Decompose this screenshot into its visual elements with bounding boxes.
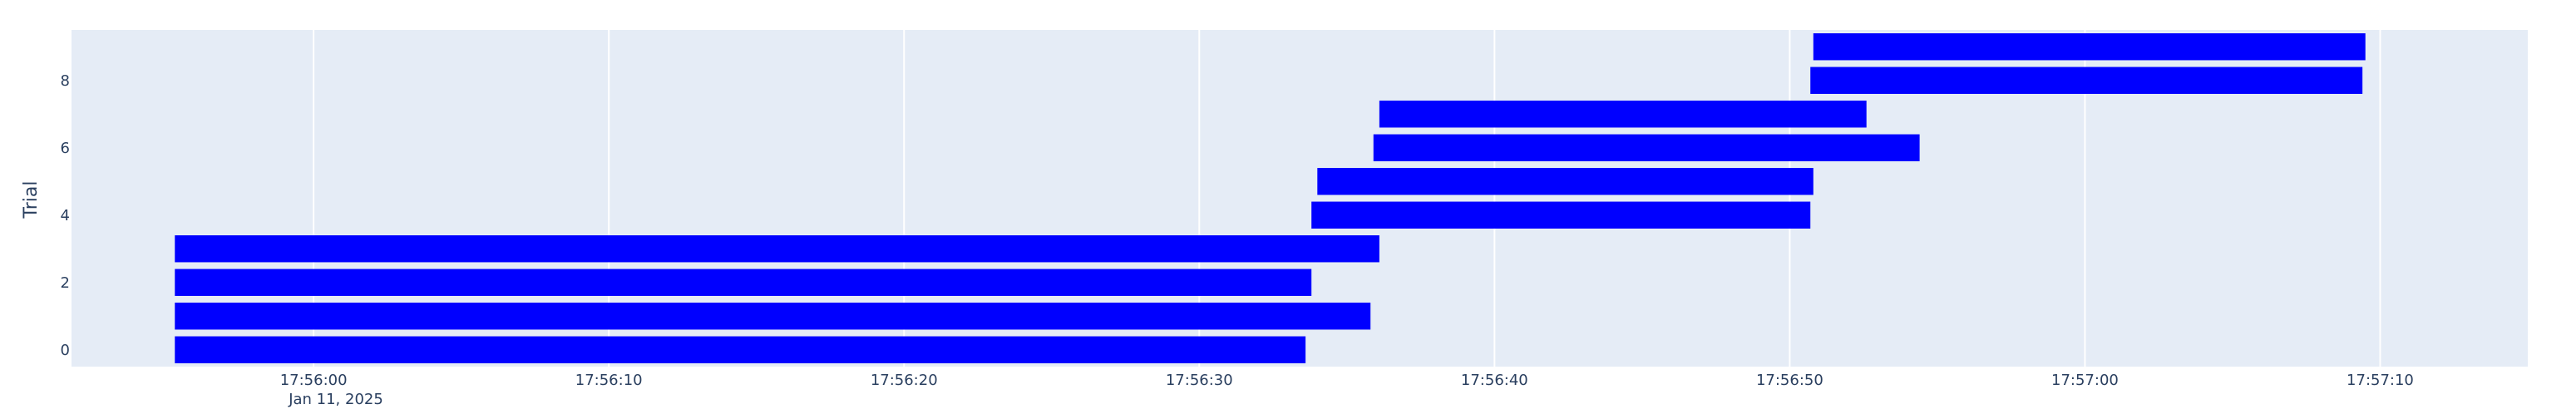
trial-bar xyxy=(175,269,1312,296)
trial-bar xyxy=(1317,168,1814,195)
y-tick-label: 8 xyxy=(61,72,70,90)
gridlines xyxy=(313,30,2381,367)
y-tick-label: 4 xyxy=(61,207,70,224)
trial-bar xyxy=(1813,33,2366,61)
trial-bar xyxy=(175,303,1371,330)
trial-bar xyxy=(175,336,1306,363)
x-tick-label: 17:56:10 xyxy=(575,372,643,389)
x-tick-label: 17:56:30 xyxy=(1166,372,1233,389)
x-axis-ticks: 17:56:00 17:56:10 17:56:20 17:56:30 17:56:40… xyxy=(280,372,2414,389)
x-tick-label: 17:56:20 xyxy=(871,372,938,389)
trial-bar xyxy=(175,235,1379,263)
x-tick-label: 17:56:50 xyxy=(1756,372,1823,389)
trial-bar xyxy=(1373,134,1920,161)
y-tick-label: 0 xyxy=(61,342,70,359)
y-tick-label: 6 xyxy=(61,140,70,157)
trial-bar xyxy=(1810,67,2363,94)
trial-bar xyxy=(1311,201,1811,229)
bars-layer xyxy=(175,33,2366,363)
x-axis-date-label: Jan 11, 2025 xyxy=(288,391,383,408)
y-axis-title: Trial xyxy=(21,181,42,219)
x-tick-label: 17:56:40 xyxy=(1461,372,1528,389)
y-tick-label: 2 xyxy=(61,274,70,292)
trial-bar xyxy=(1379,101,1867,128)
x-tick-label: 17:56:00 xyxy=(280,372,348,389)
x-tick-label: 17:57:00 xyxy=(2051,372,2119,389)
x-tick-label: 17:57:10 xyxy=(2347,372,2414,389)
y-axis-ticks: 0 2 4 6 8 xyxy=(61,72,70,359)
